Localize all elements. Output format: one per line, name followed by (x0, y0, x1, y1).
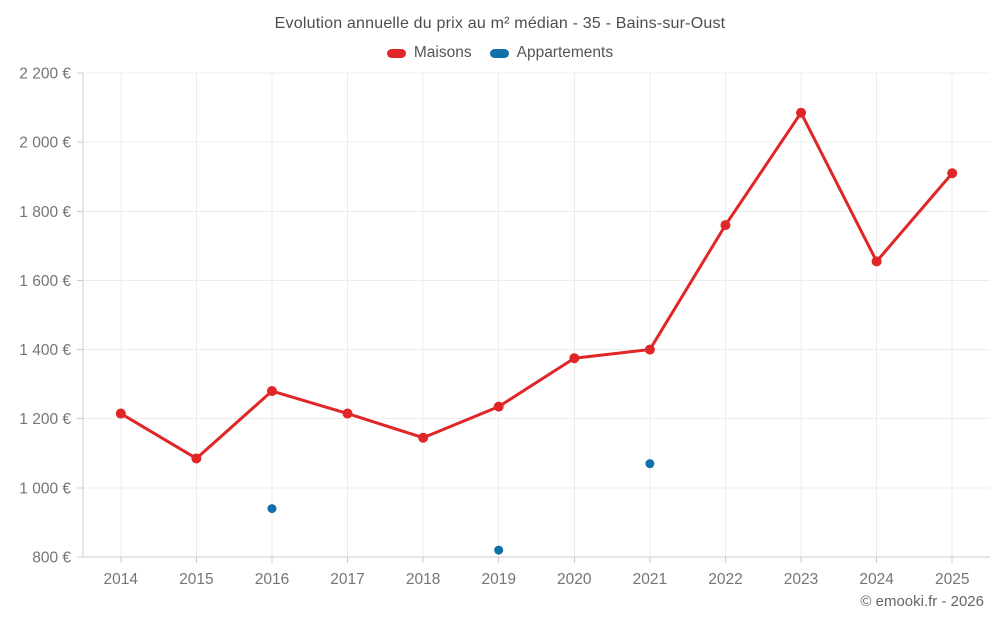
x-tick-label: 2022 (708, 571, 742, 588)
data-point-maisons-2016[interactable] (266, 386, 277, 397)
data-point-maisons-2022[interactable] (720, 220, 731, 231)
y-tick-label: 1 400 € (19, 342, 71, 359)
data-point-maisons-2014[interactable] (115, 408, 126, 419)
data-point-appartements-2016[interactable] (267, 504, 277, 514)
x-tick-label: 2023 (784, 571, 818, 588)
data-point-appartements-2019[interactable] (494, 545, 504, 555)
data-point-maisons-2015[interactable] (191, 453, 202, 464)
data-point-maisons-2019[interactable] (493, 401, 504, 412)
legend-item-appartements[interactable]: Appartements (489, 44, 614, 62)
x-tick-label: 2015 (179, 571, 213, 588)
data-point-maisons-2024[interactable] (871, 256, 882, 267)
maisons-legend-swatch-icon (386, 48, 406, 58)
x-tick-label: 2024 (859, 571, 894, 588)
y-tick-label: 1 800 € (19, 204, 71, 221)
data-point-maisons-2017[interactable] (342, 408, 353, 419)
y-tick-label: 2 200 € (19, 66, 71, 83)
y-tick-label: 1 600 € (19, 273, 71, 290)
copyright: © emooki.fr - 2026 (860, 593, 984, 610)
y-tick-label: 2 000 € (19, 135, 71, 152)
data-point-appartements-2021[interactable] (645, 459, 655, 469)
data-point-maisons-2021[interactable] (644, 344, 655, 355)
x-tick-label: 2018 (406, 571, 440, 588)
legend-label-appartements: Appartements (516, 44, 614, 61)
chart-title: Evolution annuelle du prix au m² médian … (274, 15, 726, 32)
data-point-maisons-2018[interactable] (418, 432, 429, 443)
x-tick-label: 2025 (935, 571, 969, 588)
x-tick-label: 2020 (557, 571, 592, 588)
legend-label-maisons: Maisons (413, 44, 472, 61)
x-tick-label: 2021 (633, 571, 667, 588)
x-tick-label: 2019 (481, 571, 515, 588)
y-tick-label: 800 € (32, 550, 71, 567)
data-point-maisons-2023[interactable] (796, 107, 807, 118)
data-point-maisons-2025[interactable] (947, 168, 958, 179)
appartements-legend-swatch-icon (489, 48, 509, 58)
legend-item-maisons[interactable]: Maisons (386, 44, 472, 62)
y-tick-label: 1 200 € (19, 411, 71, 428)
x-tick-label: 2017 (330, 571, 364, 588)
chart-legend: Maisons Appartements (0, 44, 1000, 62)
x-tick-label: 2014 (104, 571, 139, 588)
data-point-maisons-2020[interactable] (569, 353, 580, 364)
y-tick-label: 1 000 € (19, 480, 71, 497)
series-line-maisons (119, 111, 954, 460)
x-tick-label: 2016 (255, 571, 289, 588)
